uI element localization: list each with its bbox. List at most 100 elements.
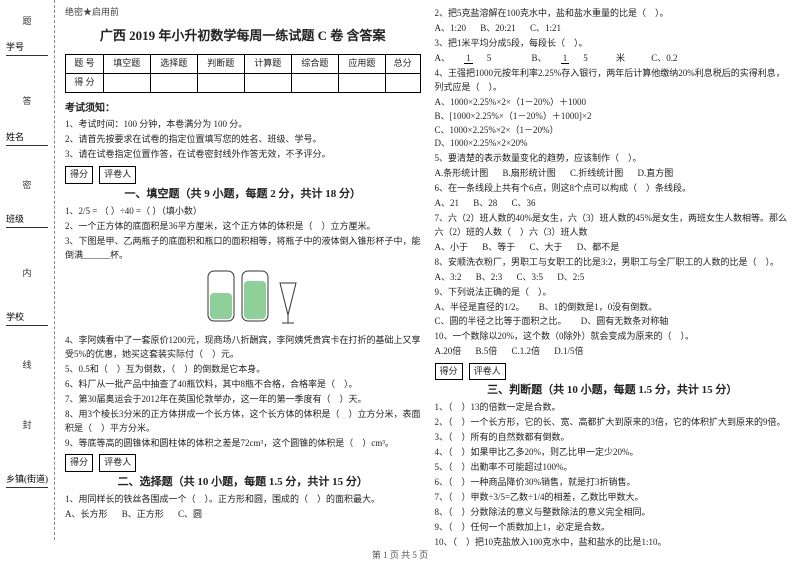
fill-q: 7、第30届奥运会于2012年在英国伦敦举办，这一年的第一季度有（ ）天。 [65,393,421,407]
th: 题 号 [66,55,104,74]
choice-opts: A、半径是直径的1/2。 B、1的倒数是1，0没有倒数。 C、圆的半径之比等于面… [435,301,791,329]
opt: A、1:20 [435,22,467,36]
cell [291,74,338,93]
opt: A、3:2 [435,271,462,285]
opt: C、3:5 [517,271,544,285]
choice-q: 1、用同样长的铁丝各围成一个（ ）。正方形和圆，围成的（ ）的面积最大。 [65,493,421,507]
paper-title: 广西 2019 年小升初数学每周一练试题 C 卷 含答案 [65,26,421,46]
notice-line: 2、请首先按要求在试卷的指定位置填写您的姓名、班级、学号。 [65,133,421,147]
choice-q: 5、要清楚的表示数量变化的趋势，应该制作（ ）。 [435,152,791,166]
judge-q: 5、（ ）出勤率不可能超过100%。 [435,461,791,475]
judge-q: 1、（ ）13的倍数一定是合数。 [435,401,791,415]
field-township: 乡镇(街道) [6,470,48,488]
cell [385,74,420,93]
fill-q: 4、李阿姨看中了一套原价1200元，现商场八折酬宾，李阿姨凭贵宾卡在打折的基础上… [65,334,421,362]
section-fill-title: 一、填空题（共 9 小题，每题 2 分，共计 18 分） [65,186,421,203]
opt: B、20:21 [480,22,516,36]
notice-line: 3、请在试卷指定位置作答，在试卷密封线外作答无效，不予评分。 [65,148,421,162]
cell [244,74,291,93]
opt: A、小于 [435,241,469,255]
opt: D.1/5倍 [554,345,583,359]
opt: A.条形统计图 [435,167,489,181]
page-number: 第 1 页 共 5 页 [0,548,800,561]
opt: C、1000×2.25%×2×（1－20%） [435,124,791,138]
opt: B、等于 [482,241,515,255]
judge-q: 8、（ ）分数除法的意义与整数除法的意义完全相同。 [435,506,791,520]
th: 选择题 [150,55,197,74]
judge-q: 9、（ ）任何一个质数加上1，必定是合数。 [435,521,791,535]
th: 判断题 [197,55,244,74]
th: 总分 [385,55,420,74]
left-column: 绝密★启用前 广西 2019 年小升初数学每周一练试题 C 卷 含答案 题 号 … [65,6,421,540]
fill-q: 9、等底等高的圆锥体和圆柱体的体积之差是72cm³，这个圆锥的体积是（ ）cm³… [65,437,421,451]
opt: A.20倍 [435,345,462,359]
cell [103,74,150,93]
cell [338,74,385,93]
binding-hint: 题 [21,16,34,25]
choice-q: 2、把5克盐溶解在100克水中，盐和盐水重量的比是（ ）。 [435,7,791,21]
binding-hint: 封 [21,420,34,429]
confidential-tag: 绝密★启用前 [65,6,421,20]
opt: A、 15 [435,52,518,66]
opt: C.1.2倍 [512,345,541,359]
binding-hint: 内 [21,268,34,277]
cell [197,74,244,93]
opt: D、都不是 [577,241,620,255]
notice-line: 1、考试时间：100 分钟，本卷满分为 100 分。 [65,118,421,132]
field-class: 班级 [6,210,48,228]
notice-heading: 考试须知： [65,101,421,117]
score-mini: 得分 评卷人 [65,166,421,184]
choice-opts: A、小于 B、等于 C、大于 D、都不是 [435,241,791,255]
section-judge-title: 三、判断题（共 10 小题，每题 1.5 分，共计 15 分） [435,382,791,399]
choice-opts: A、长方形 B、正方形 C、圆 [65,508,421,522]
binding-hint: 密 [21,180,34,189]
score-mini: 得分 评卷人 [435,363,791,381]
fill-q: 1、2/5 = （ ）÷40 =（ ）（填小数） [65,205,421,219]
field-student-id: 学号 [6,38,48,56]
opt: A、长方形 [65,508,108,522]
judge-q: 3、（ ）所有的自然数都有倒数。 [435,431,791,445]
judge-q: 6、（ ）一种商品降价30%销售，就是打3折销售。 [435,476,791,490]
opt: B、2:3 [476,271,503,285]
choice-q: 7、六（2）班人数的40%是女生，六（3）班人数的45%是女生，两班女生人数相等… [435,212,791,240]
opt: D、圆有无数条对称轴 [581,315,669,329]
th: 应用题 [338,55,385,74]
score-label: 得分 [65,454,93,472]
bottle-figure [65,265,421,332]
fill-q: 2、一个正方体的底面积是36平方厘米，这个正方体的体积是（ ）立方厘米。 [65,220,421,234]
choice-q: 4、王强把1000元按年利率2.25%存入银行，两年后计算他缴纳20%利息税后的… [435,67,791,95]
opt: C、1:21 [530,22,561,36]
opt: C、0.2 [651,52,677,66]
opt: D.直方图 [638,167,674,181]
opt: B、正方形 [122,508,164,522]
opt: B、 15 米 [532,52,638,66]
grader-label: 评卷人 [99,166,136,184]
content-area: 绝密★启用前 广西 2019 年小升初数学每周一练试题 C 卷 含答案 题 号 … [55,0,800,540]
score-table: 题 号 填空题 选择题 判断题 计算题 综合题 应用题 总分 得 分 [65,54,421,93]
opt: A、21 [435,197,460,211]
opt: B.5倍 [476,345,498,359]
judge-q: 4、（ ）如果甲比乙多20%，则乙比甲一定少20%。 [435,446,791,460]
right-column: 2、把5克盐溶解在100克水中，盐和盐水重量的比是（ ）。 A、1:20 B、2… [435,6,791,540]
opt: D、2:5 [557,271,584,285]
choice-q: 10、一个数除以20%，这个数（0除外）就会变成为原来的（ ）。 [435,330,791,344]
table-row: 题 号 填空题 选择题 判断题 计算题 综合题 应用题 总分 [66,55,421,74]
field-name: 姓名 [6,128,48,146]
opt: B、[1000×2.25%×（1－20%）＋1000]×2 [435,110,791,124]
choice-q: 8、安顺洗衣粉厂，男职工与女职工的比是3:2，男职工与全厂职工的人数的比是（ ）… [435,256,791,270]
section-choice-title: 二、选择题（共 10 小题，每题 1.5 分，共计 15 分） [65,474,421,491]
choice-q: 3、把1米平均分成5段，每段长（ ）。 [435,37,791,51]
opt: D、1000×2.25%×2×20% [435,137,791,151]
th: 填空题 [103,55,150,74]
binding-hint: 答 [21,96,34,105]
judge-q: 2、（ ）一个长方形，它的长、宽、高都扩大到原来的3倍，它的体积扩大到原来的9倍… [435,416,791,430]
judge-q: 7、（ ）甲数÷3/5=乙数÷1/4的相差，乙数比甲数大。 [435,491,791,505]
choice-opts: A、1000×2.25%×2×（1－20%）＋1000 B、[1000×2.25… [435,96,791,152]
bottle-svg [188,265,298,327]
grader-label: 评卷人 [99,454,136,472]
choice-opts: A、21 B、28 C、36 [435,197,791,211]
opt: C、36 [512,197,536,211]
choice-q: 9、下列说法正确的是（ ）。 [435,286,791,300]
binding-strip: 题 学号 答 姓名 密 班级 内 学校 线 封 乡镇(街道) [0,0,55,540]
opt: B、28 [473,197,497,211]
